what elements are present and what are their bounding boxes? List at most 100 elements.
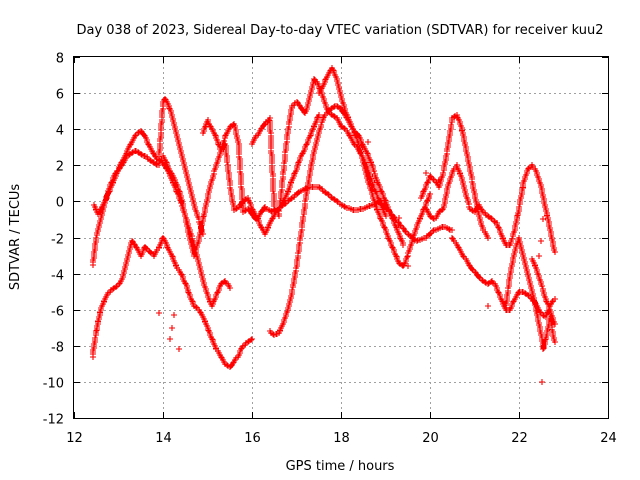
data-point bbox=[485, 235, 491, 241]
data-point bbox=[525, 292, 531, 298]
data-point bbox=[463, 191, 469, 197]
data-point bbox=[193, 304, 199, 310]
x-tick-label: 16 bbox=[244, 431, 261, 446]
data-point bbox=[540, 216, 546, 222]
x-tick-label: 24 bbox=[600, 431, 617, 446]
data-point bbox=[540, 346, 546, 352]
data-point bbox=[191, 253, 197, 259]
data-point bbox=[449, 227, 455, 233]
data-point bbox=[448, 122, 454, 128]
chart-title: Day 038 of 2023, Sidereal Day-to-day VTE… bbox=[76, 23, 603, 38]
data-point bbox=[132, 133, 138, 139]
data-point bbox=[365, 139, 371, 145]
data-point bbox=[92, 335, 98, 341]
data-point bbox=[405, 263, 411, 269]
y-axis-label: SDTVAR / TECUs bbox=[8, 184, 23, 291]
data-point bbox=[93, 328, 99, 334]
y-tick-label: 0 bbox=[56, 196, 64, 211]
data-point bbox=[440, 170, 446, 176]
data-point bbox=[224, 159, 230, 165]
data-point bbox=[485, 303, 491, 309]
data-point bbox=[311, 76, 317, 82]
data-point bbox=[302, 186, 308, 192]
data-point bbox=[454, 164, 460, 170]
data-point bbox=[537, 309, 543, 315]
data-point bbox=[316, 112, 322, 118]
data-point bbox=[397, 222, 403, 228]
y-tick-label: -2 bbox=[51, 233, 64, 248]
data-point bbox=[400, 242, 406, 248]
data-point bbox=[423, 170, 429, 176]
data-point bbox=[167, 336, 173, 342]
data-point bbox=[176, 346, 182, 352]
data-point bbox=[325, 191, 331, 197]
data-point bbox=[539, 379, 545, 385]
data-point bbox=[282, 201, 288, 207]
data-point bbox=[289, 287, 295, 293]
data-point bbox=[382, 197, 388, 203]
data-point bbox=[334, 198, 340, 204]
x-tick-label: 12 bbox=[66, 431, 83, 446]
x-tick-label: 20 bbox=[422, 431, 439, 446]
data-point bbox=[539, 283, 545, 289]
data-point bbox=[427, 191, 433, 197]
y-tick-label: -12 bbox=[43, 413, 64, 428]
data-point bbox=[552, 296, 558, 302]
data-point bbox=[212, 132, 218, 138]
data-point bbox=[520, 184, 526, 190]
data-point bbox=[169, 253, 175, 259]
x-axis-label: GPS time / hours bbox=[286, 459, 395, 474]
x-tick-label: 22 bbox=[511, 431, 528, 446]
data-point bbox=[209, 336, 215, 342]
data-point bbox=[227, 285, 233, 291]
data-point bbox=[249, 336, 255, 342]
y-tick-label: -10 bbox=[43, 377, 64, 392]
data-point bbox=[514, 213, 520, 219]
data-point bbox=[396, 215, 402, 221]
data-point bbox=[402, 228, 408, 234]
data-point bbox=[156, 310, 162, 316]
data-point bbox=[200, 214, 206, 220]
x-tick-label: 14 bbox=[155, 431, 172, 446]
data-point bbox=[169, 325, 175, 331]
y-tick-label: 6 bbox=[56, 88, 64, 103]
data-point bbox=[93, 235, 99, 241]
data-point bbox=[248, 337, 254, 343]
data-point bbox=[330, 67, 336, 73]
data-point bbox=[469, 266, 475, 272]
data-point bbox=[113, 284, 119, 290]
y-tick-label: -6 bbox=[51, 305, 64, 320]
data-point bbox=[460, 253, 466, 259]
data-point bbox=[509, 236, 515, 242]
data-point bbox=[176, 188, 182, 194]
data-point bbox=[307, 133, 313, 139]
data-point bbox=[542, 337, 548, 343]
y-tick-label: -8 bbox=[51, 341, 64, 356]
data-points bbox=[90, 65, 558, 385]
data-point bbox=[427, 173, 433, 179]
data-point bbox=[318, 122, 324, 128]
data-point bbox=[171, 312, 177, 318]
data-point bbox=[341, 125, 347, 131]
data-point bbox=[372, 201, 378, 207]
data-point bbox=[163, 159, 169, 165]
data-point bbox=[476, 274, 482, 280]
x-tick-label: 18 bbox=[333, 431, 350, 446]
data-point bbox=[552, 321, 558, 327]
data-point bbox=[446, 226, 452, 232]
data-point bbox=[383, 205, 389, 211]
data-point bbox=[371, 168, 377, 174]
data-point bbox=[202, 124, 208, 130]
data-point bbox=[277, 198, 283, 204]
y-tick-label: -4 bbox=[51, 269, 64, 284]
plot-frame bbox=[73, 56, 609, 419]
y-tick-label: 4 bbox=[56, 124, 64, 139]
data-point bbox=[153, 161, 159, 167]
data-point bbox=[393, 253, 399, 259]
data-point bbox=[436, 177, 442, 183]
data-point bbox=[516, 204, 522, 210]
data-point bbox=[430, 228, 436, 234]
data-point bbox=[536, 253, 542, 259]
